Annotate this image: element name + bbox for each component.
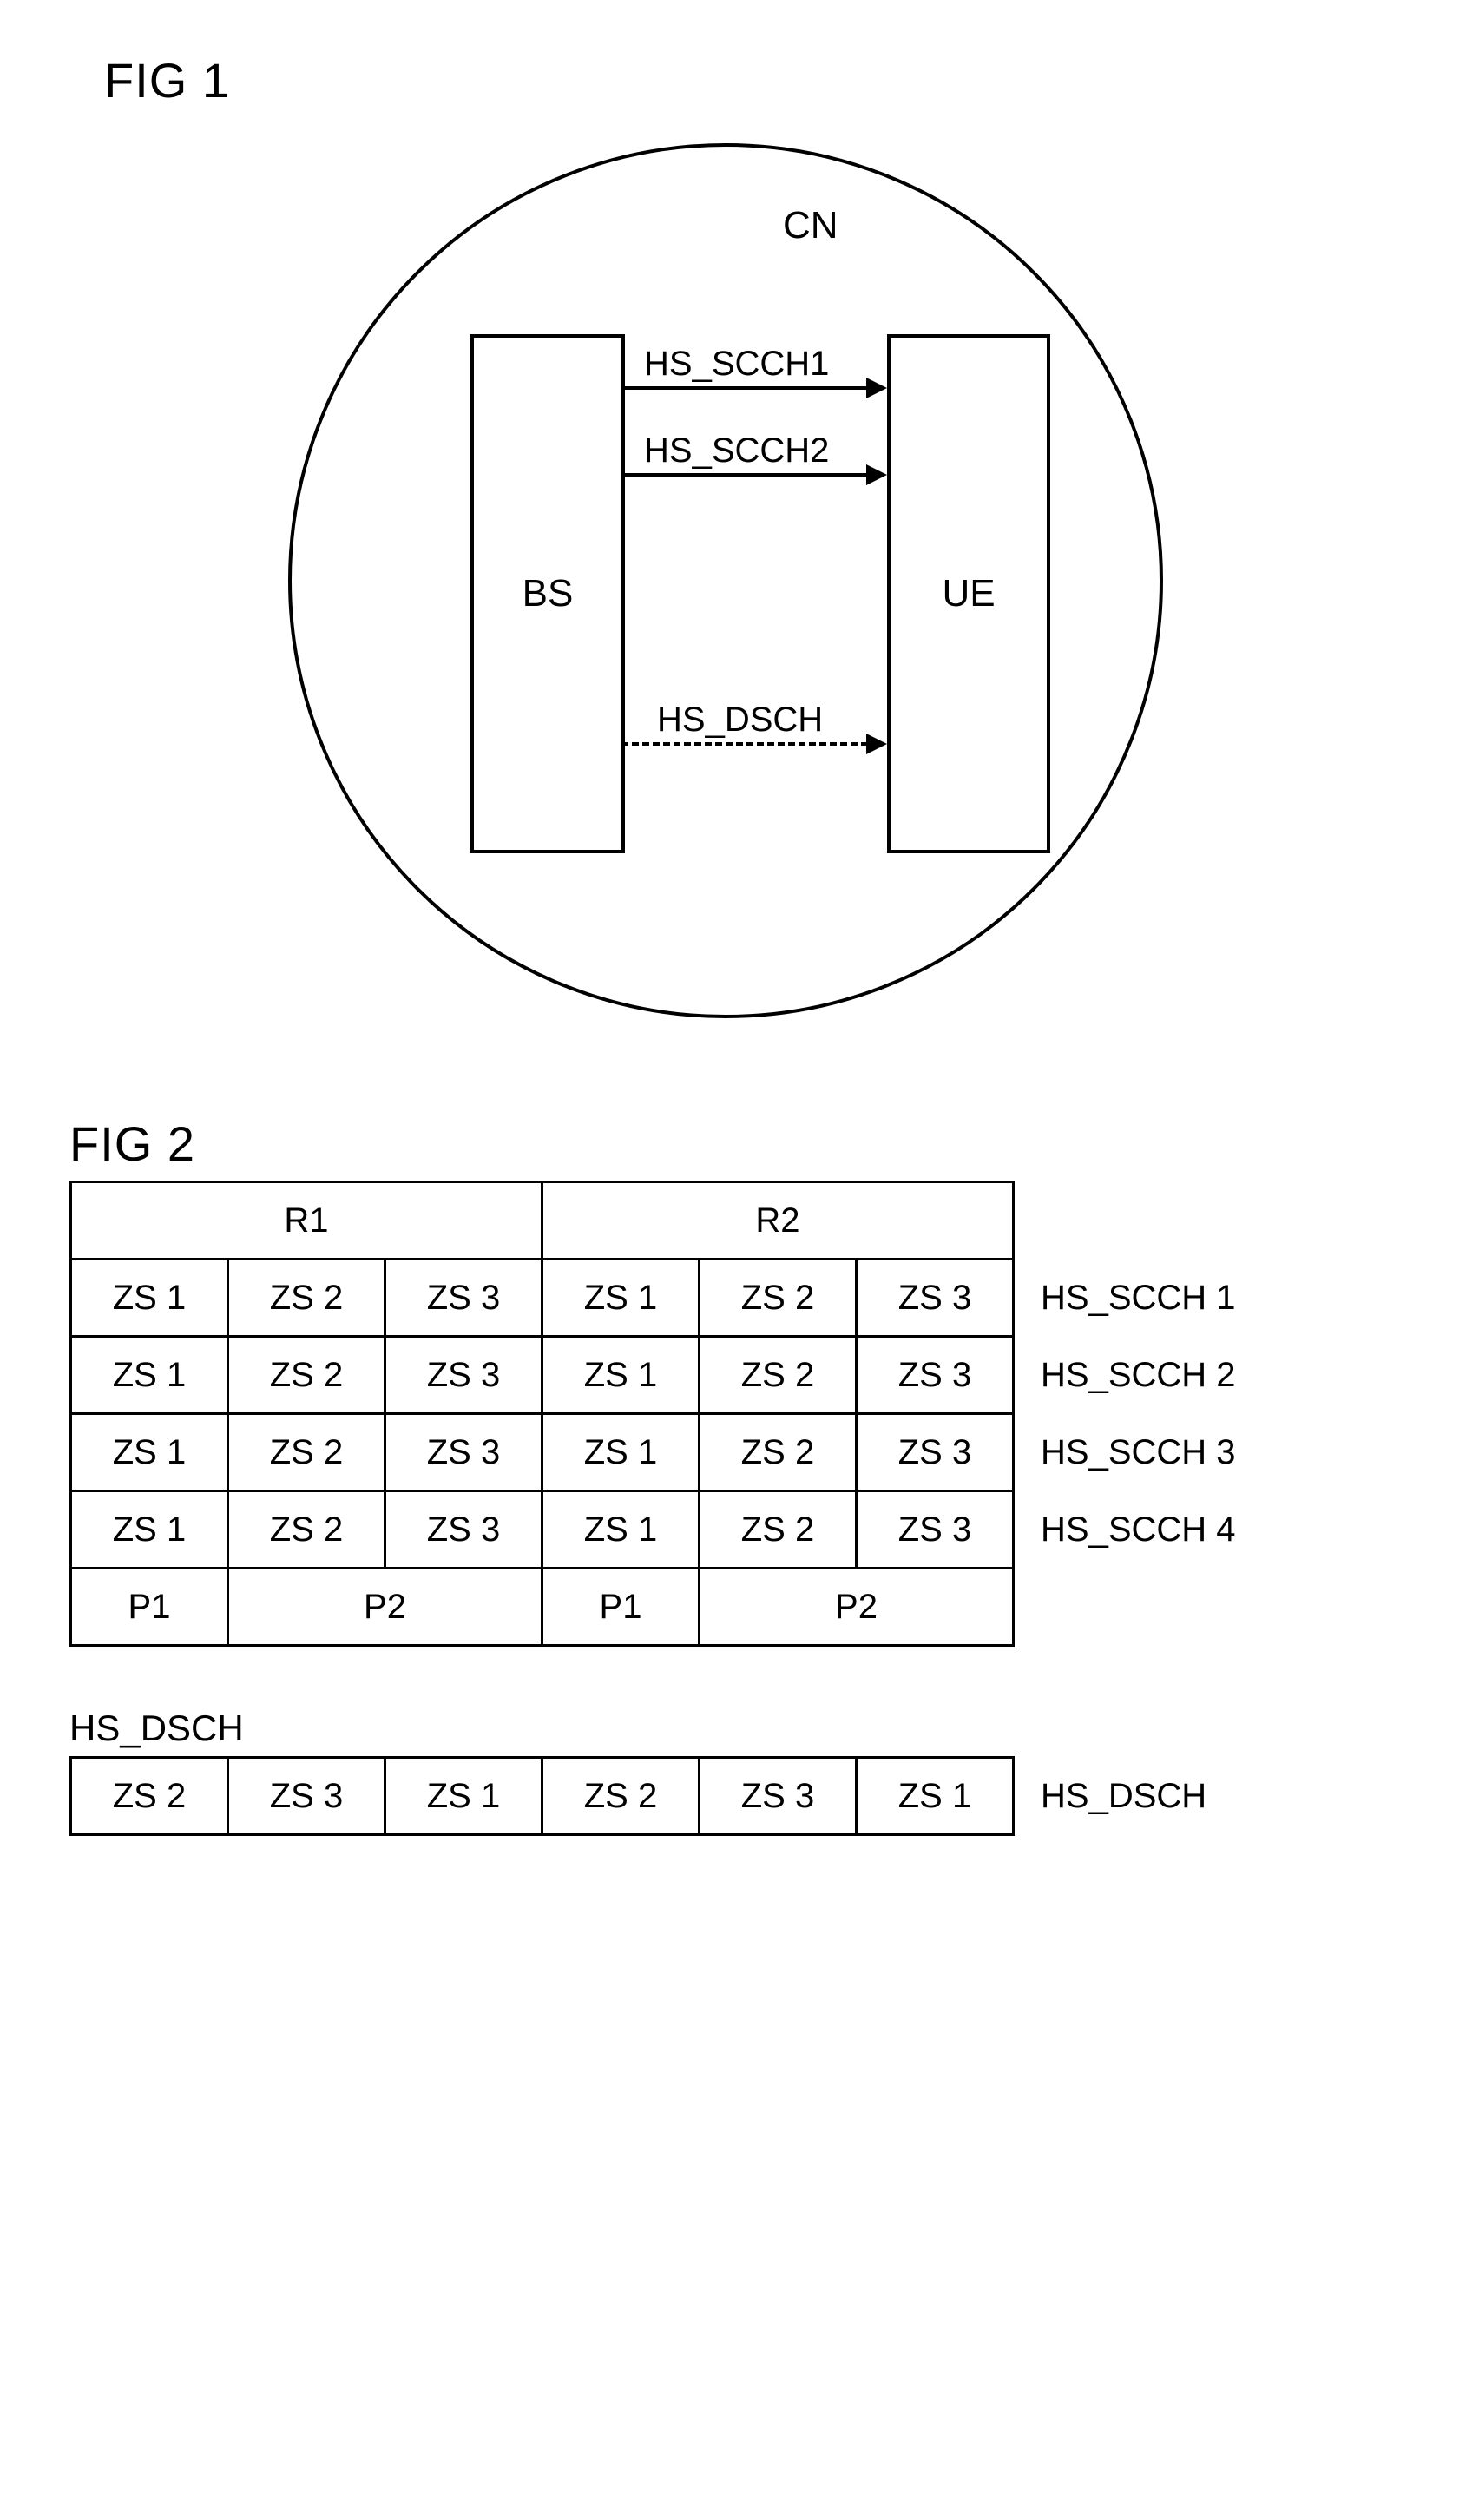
ue-box: UE: [887, 334, 1050, 853]
row-label: HS_SCCH 4: [1014, 1491, 1286, 1569]
zs-cell: ZS 3: [857, 1337, 1014, 1414]
table-row: ZS 2 ZS 3 ZS 1 ZS 2 ZS 3 ZS 1 HS_DSCH: [71, 1758, 1285, 1835]
p2-cell: P2: [700, 1569, 1014, 1646]
empty-cell: [1014, 1182, 1286, 1260]
zs-cell: ZS 1: [542, 1414, 700, 1491]
table-row: ZS 1 ZS 2 ZS 3 ZS 1 ZS 2 ZS 3 HS_SCCH 4: [71, 1491, 1286, 1569]
zs-cell: ZS 3: [385, 1414, 542, 1491]
p2-cell: P2: [228, 1569, 542, 1646]
zs-cell: ZS 2: [700, 1260, 857, 1337]
zs-cell: ZS 3: [385, 1337, 542, 1414]
zs-cell: ZS 1: [71, 1260, 228, 1337]
zs-cell: ZS 3: [228, 1758, 385, 1835]
zs-cell: ZS 1: [385, 1758, 542, 1835]
header-r2: R2: [542, 1182, 1014, 1260]
cn-label: CN: [783, 204, 838, 247]
arrow-scch1: [621, 386, 868, 390]
zs-cell: ZS 1: [542, 1337, 700, 1414]
zs-cell: ZS 3: [857, 1260, 1014, 1337]
ue-label: UE: [942, 572, 995, 615]
channel-label-dsch: HS_DSCH: [657, 701, 823, 740]
table-row: ZS 1 ZS 2 ZS 3 ZS 1 ZS 2 ZS 3 HS_SCCH 1: [71, 1260, 1286, 1337]
channel-label-scch2: HS_SCCH2: [644, 431, 829, 470]
zs-cell: ZS 1: [542, 1260, 700, 1337]
zs-cell: ZS 2: [700, 1414, 857, 1491]
zs-cell: ZS 3: [857, 1414, 1014, 1491]
dsch-frame-table: ZS 2 ZS 3 ZS 1 ZS 2 ZS 3 ZS 1 HS_DSCH: [69, 1756, 1285, 1836]
p1-cell: P1: [542, 1569, 700, 1646]
arrow-dsch: [621, 742, 868, 746]
dsch-title: HS_DSCH: [69, 1707, 1410, 1749]
zs-cell: ZS 2: [228, 1337, 385, 1414]
zs-cell: ZS 2: [700, 1337, 857, 1414]
zs-cell: ZS 2: [71, 1758, 228, 1835]
zs-cell: ZS 1: [71, 1491, 228, 1569]
zs-cell: ZS 2: [542, 1758, 700, 1835]
zs-cell: ZS 1: [542, 1491, 700, 1569]
fig2-title: FIG 2: [69, 1115, 1410, 1172]
fig1-title: FIG 1: [104, 52, 1410, 109]
zs-cell: ZS 2: [228, 1491, 385, 1569]
arrow-head-icon: [866, 734, 887, 754]
zs-cell: ZS 3: [700, 1758, 857, 1835]
channel-label-scch1: HS_SCCH1: [644, 345, 829, 384]
row-label: HS_SCCH 2: [1014, 1337, 1286, 1414]
zs-cell: ZS 1: [71, 1337, 228, 1414]
table-row: ZS 1 ZS 2 ZS 3 ZS 1 ZS 2 ZS 3 HS_SCCH 3: [71, 1414, 1286, 1491]
p-row: P1 P2 P1 P2: [71, 1569, 1286, 1646]
table-row: ZS 1 ZS 2 ZS 3 ZS 1 ZS 2 ZS 3 HS_SCCH 2: [71, 1337, 1286, 1414]
arrow-head-icon: [866, 464, 887, 485]
arrow-scch2: [621, 473, 868, 477]
row-label: HS_DSCH: [1014, 1758, 1285, 1835]
bs-label: BS: [523, 572, 574, 615]
row-label: HS_SCCH 3: [1014, 1414, 1286, 1491]
scch-frame-table: R1 R2 ZS 1 ZS 2 ZS 3 ZS 1 ZS 2 ZS 3 HS_S…: [69, 1181, 1287, 1647]
zs-cell: ZS 2: [228, 1260, 385, 1337]
empty-cell: [1014, 1569, 1286, 1646]
figure-1: FIG 1 CN BS UE HS_SCCH1 HS_SCCH2 HS_DSCH: [69, 52, 1410, 1029]
zs-cell: ZS 3: [385, 1260, 542, 1337]
zs-cell: ZS 1: [71, 1414, 228, 1491]
zs-cell: ZS 3: [857, 1491, 1014, 1569]
arrow-head-icon: [866, 378, 887, 398]
p1-cell: P1: [71, 1569, 228, 1646]
zs-cell: ZS 2: [700, 1491, 857, 1569]
row-label: HS_SCCH 1: [1014, 1260, 1286, 1337]
table-header-row: R1 R2: [71, 1182, 1286, 1260]
zs-cell: ZS 3: [385, 1491, 542, 1569]
zs-cell: ZS 1: [857, 1758, 1014, 1835]
zs-cell: ZS 2: [228, 1414, 385, 1491]
figure-2: FIG 2 R1 R2 ZS 1 ZS 2 ZS 3 ZS 1 ZS 2 ZS …: [69, 1115, 1410, 1836]
fig1-canvas: CN BS UE HS_SCCH1 HS_SCCH2 HS_DSCH: [262, 117, 1217, 1029]
header-r1: R1: [71, 1182, 542, 1260]
bs-box: BS: [470, 334, 625, 853]
